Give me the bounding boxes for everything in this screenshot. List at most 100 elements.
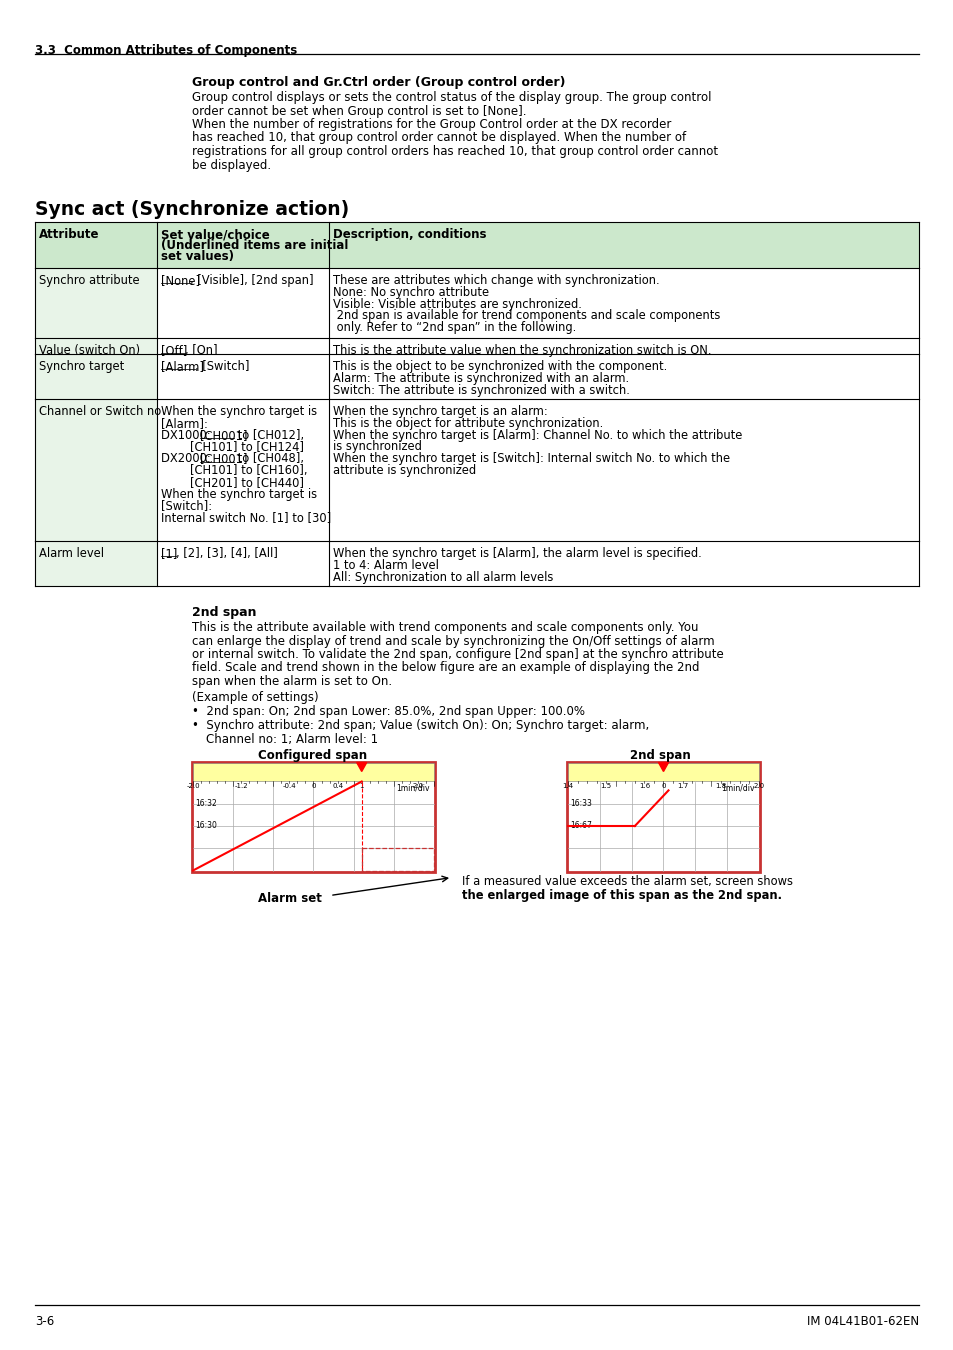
Text: 0: 0 bbox=[660, 783, 665, 790]
Text: When the synchro target is [Alarm]: Channel No. to which the attribute: When the synchro target is [Alarm]: Chan… bbox=[333, 428, 741, 441]
Text: 1min/div: 1min/div bbox=[720, 783, 754, 792]
Text: Synchro attribute: Synchro attribute bbox=[39, 274, 139, 288]
Text: When the synchro target is [Alarm], the alarm level is specified.: When the synchro target is [Alarm], the … bbox=[333, 547, 701, 560]
Text: When the synchro target is an alarm:: When the synchro target is an alarm: bbox=[333, 405, 547, 418]
Text: •  2nd span: On; 2nd span Lower: 85.0%, 2nd span Upper: 100.0%: • 2nd span: On; 2nd span Lower: 85.0%, 2… bbox=[192, 706, 584, 718]
Text: order cannot be set when Group control is set to [None].: order cannot be set when Group control i… bbox=[192, 104, 526, 117]
Bar bbox=[192, 761, 435, 872]
Text: [CH201] to [CH440]: [CH201] to [CH440] bbox=[161, 475, 304, 489]
Bar bbox=[567, 763, 759, 780]
Bar bbox=[193, 763, 434, 780]
Text: Alarm level: Alarm level bbox=[39, 547, 104, 560]
Text: to [CH012],: to [CH012], bbox=[233, 428, 304, 441]
Text: Channel or Switch no: Channel or Switch no bbox=[39, 405, 161, 418]
Text: only. Refer to “2nd span” in the following.: only. Refer to “2nd span” in the followi… bbox=[333, 321, 576, 335]
Text: [Off]: [Off] bbox=[161, 344, 187, 356]
Bar bbox=[35, 541, 157, 586]
Text: This is the attribute available with trend components and scale components only.: This is the attribute available with tre… bbox=[192, 621, 698, 634]
Text: (Underlined items are initial: (Underlined items are initial bbox=[161, 239, 348, 252]
Text: -0.4: -0.4 bbox=[282, 783, 295, 790]
Text: Set value/choice: Set value/choice bbox=[161, 228, 270, 242]
Bar bbox=[35, 338, 157, 354]
Text: , [Switch]: , [Switch] bbox=[194, 360, 249, 373]
Text: 1: 1 bbox=[359, 783, 363, 790]
Text: 16:32: 16:32 bbox=[194, 799, 216, 809]
Text: field. Scale and trend shown in the below figure are an example of displaying th: field. Scale and trend shown in the belo… bbox=[192, 662, 699, 675]
Text: is synchronized: is synchronized bbox=[333, 440, 421, 454]
Text: , [On]: , [On] bbox=[185, 344, 217, 356]
Text: Synchro target: Synchro target bbox=[39, 360, 124, 373]
Text: 0.4: 0.4 bbox=[332, 783, 343, 790]
Text: IM 04L41B01-62EN: IM 04L41B01-62EN bbox=[806, 1315, 918, 1328]
Text: 3-6: 3-6 bbox=[35, 1315, 54, 1328]
Text: [Switch]:: [Switch]: bbox=[161, 500, 212, 513]
Text: Value (switch On): Value (switch On) bbox=[39, 344, 140, 356]
Text: Attribute: Attribute bbox=[39, 228, 99, 242]
Text: DX2000:: DX2000: bbox=[161, 452, 214, 466]
Text: Group control and Gr.Ctrl order (Group control order): Group control and Gr.Ctrl order (Group c… bbox=[192, 76, 565, 89]
Text: 2.0: 2.0 bbox=[753, 783, 763, 790]
Text: Internal switch No. [1] to [30]: Internal switch No. [1] to [30] bbox=[161, 512, 331, 524]
Text: -1.2: -1.2 bbox=[234, 783, 248, 790]
Text: Description, conditions: Description, conditions bbox=[333, 228, 486, 242]
Text: All: Synchronization to all alarm levels: All: Synchronization to all alarm levels bbox=[333, 571, 553, 583]
Text: These are attributes which change with synchronization.: These are attributes which change with s… bbox=[333, 274, 659, 288]
Bar bbox=[35, 354, 157, 400]
Text: [CH101] to [CH160],: [CH101] to [CH160], bbox=[161, 464, 307, 477]
Text: 16:33: 16:33 bbox=[569, 799, 591, 809]
Text: Channel no: 1; Alarm level: 1: Channel no: 1; Alarm level: 1 bbox=[206, 733, 377, 745]
Text: can enlarge the display of trend and scale by synchronizing the On/Off settings : can enlarge the display of trend and sca… bbox=[192, 634, 714, 648]
Text: None: No synchro attribute: None: No synchro attribute bbox=[333, 286, 489, 298]
Text: the enlarged image of this span as the 2nd span.: the enlarged image of this span as the 2… bbox=[461, 888, 781, 902]
Text: This is the object to be synchronized with the component.: This is the object to be synchronized wi… bbox=[333, 360, 666, 373]
Text: 1 to 4: Alarm level: 1 to 4: Alarm level bbox=[333, 559, 438, 572]
Text: Switch: The attribute is synchronized with a switch.: Switch: The attribute is synchronized wi… bbox=[333, 383, 629, 397]
Text: When the number of registrations for the Group Control order at the DX recorder: When the number of registrations for the… bbox=[192, 117, 671, 131]
Text: 1.4: 1.4 bbox=[562, 783, 573, 790]
Text: 1.7: 1.7 bbox=[677, 783, 687, 790]
Text: This is the object for attribute synchronization.: This is the object for attribute synchro… bbox=[333, 417, 602, 429]
Text: 1.8: 1.8 bbox=[715, 783, 725, 790]
Text: Group control displays or sets the control status of the display group. The grou: Group control displays or sets the contr… bbox=[192, 90, 711, 104]
Text: When the synchro target is: When the synchro target is bbox=[161, 405, 316, 418]
Text: [Alarm]: [Alarm] bbox=[161, 360, 204, 373]
Text: be displayed.: be displayed. bbox=[192, 158, 271, 171]
Text: 2.0: 2.0 bbox=[412, 783, 423, 790]
Text: This is the attribute value when the synchronization switch is ON.: This is the attribute value when the syn… bbox=[333, 344, 711, 356]
Bar bbox=[35, 269, 157, 338]
Text: Visible: Visible attributes are synchronized.: Visible: Visible attributes are synchron… bbox=[333, 297, 581, 310]
Text: 2nd span: 2nd span bbox=[192, 606, 256, 620]
Text: [CH001]: [CH001] bbox=[199, 428, 247, 441]
Text: 2nd span is available for trend components and scale components: 2nd span is available for trend componen… bbox=[333, 309, 720, 323]
Polygon shape bbox=[658, 763, 668, 771]
Text: 16:67: 16:67 bbox=[569, 822, 591, 830]
Text: , [Visible], [2nd span]: , [Visible], [2nd span] bbox=[190, 274, 314, 288]
Text: [None]: [None] bbox=[161, 274, 200, 288]
Text: -2.0: -2.0 bbox=[186, 783, 199, 790]
Bar bbox=[566, 761, 760, 872]
Text: 1min/div: 1min/div bbox=[395, 783, 429, 792]
Text: 1.5: 1.5 bbox=[600, 783, 611, 790]
Text: (Example of settings): (Example of settings) bbox=[192, 690, 318, 703]
Text: set values): set values) bbox=[161, 250, 233, 263]
Bar bbox=[35, 221, 918, 269]
Polygon shape bbox=[356, 763, 366, 771]
Text: [1]: [1] bbox=[161, 547, 177, 560]
Text: 2nd span: 2nd span bbox=[629, 748, 690, 761]
Text: [CH001]: [CH001] bbox=[199, 452, 247, 466]
Text: [Alarm]:: [Alarm]: bbox=[161, 417, 208, 429]
Text: [CH101] to [CH124]: [CH101] to [CH124] bbox=[161, 440, 304, 454]
Text: to [CH048],: to [CH048], bbox=[233, 452, 303, 466]
Text: 16:30: 16:30 bbox=[194, 822, 216, 830]
Text: •  Synchro attribute: 2nd span; Value (switch On): On; Synchro target: alarm,: • Synchro attribute: 2nd span; Value (sw… bbox=[192, 720, 649, 732]
Text: , [2], [3], [4], [All]: , [2], [3], [4], [All] bbox=[175, 547, 277, 560]
Text: has reached 10, that group control order cannot be displayed. When the number of: has reached 10, that group control order… bbox=[192, 131, 685, 144]
Text: or internal switch. To validate the 2nd span, configure [2nd span] at the synchr: or internal switch. To validate the 2nd … bbox=[192, 648, 723, 662]
Text: 3.3  Common Attributes of Components: 3.3 Common Attributes of Components bbox=[35, 45, 297, 57]
Text: DX1000:: DX1000: bbox=[161, 428, 214, 441]
Text: When the synchro target is: When the synchro target is bbox=[161, 487, 316, 501]
Text: span when the alarm is set to On.: span when the alarm is set to On. bbox=[192, 675, 392, 688]
Text: If a measured value exceeds the alarm set, screen shows: If a measured value exceeds the alarm se… bbox=[461, 876, 792, 888]
Text: Configured span: Configured span bbox=[258, 748, 367, 761]
Text: When the synchro target is [Switch]: Internal switch No. to which the: When the synchro target is [Switch]: Int… bbox=[333, 452, 729, 466]
